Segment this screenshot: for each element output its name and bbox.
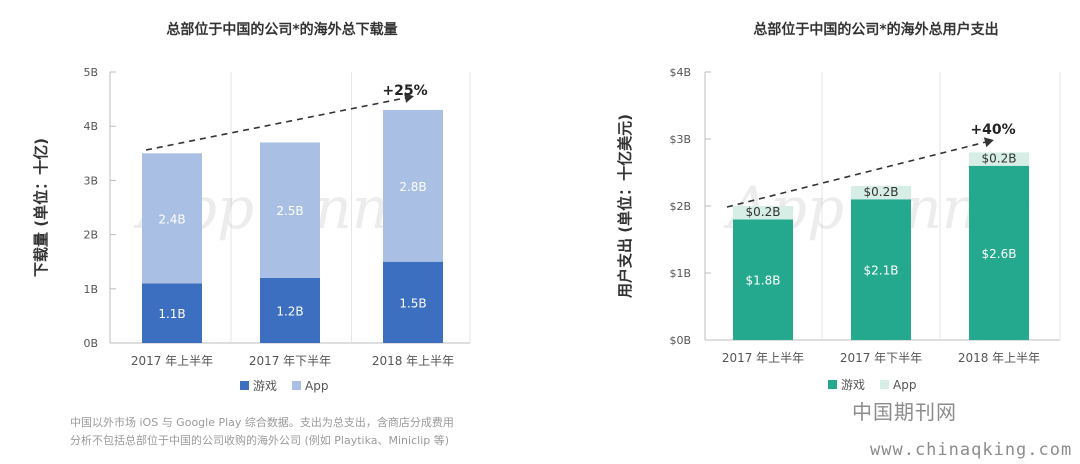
dl-bar-games	[260, 277, 320, 343]
dl-data-label-games: 1.5B	[399, 296, 426, 310]
footnote-line-2: 分析不包括总部位于中国的公司收购的海外公司 (例如 Playtika、Minic…	[70, 434, 450, 447]
dl-growth-arrow-head	[404, 93, 414, 103]
dl-x-tick-label: 2017 年下半年	[249, 354, 331, 368]
sp-legend-swatch-games	[828, 380, 837, 389]
sp-growth-arrow-head	[983, 137, 994, 148]
sp-y-tick-label: $4B	[669, 66, 691, 79]
sp-bar-app	[733, 206, 793, 220]
sp-growth-label: +40%	[970, 122, 1015, 138]
dl-chart-title: 总部位于中国的公司*的海外总下载量	[166, 21, 397, 38]
sp-data-label-games: $2.1B	[864, 264, 899, 278]
sp-y-tick-label: $3B	[669, 133, 691, 146]
dl-growth-label: +25%	[382, 83, 427, 99]
sp-x-tick-label: 2017 年下半年	[840, 351, 922, 365]
dl-legend-swatch-app	[292, 381, 301, 390]
dl-y-tick-label: 2B	[83, 229, 98, 242]
sp-x-tick-label: 2017 年上半年	[722, 351, 804, 365]
sp-data-label-games: $2.6B	[982, 247, 1017, 261]
dl-y-tick-label: 1B	[83, 283, 98, 296]
dl-bar-app	[383, 109, 443, 262]
sp-data-label-app: $0.2B	[864, 185, 899, 199]
dl-data-label-games: 1.2B	[276, 304, 303, 318]
dl-y-tick-label: 3B	[83, 174, 98, 187]
dl-growth-arrow	[145, 96, 411, 151]
sp-legend-label-games: 游戏	[841, 378, 865, 392]
sp-y-axis-label: 用户支出 (单位：十亿美元)	[616, 114, 634, 298]
sp-data-label-app: $0.2B	[982, 151, 1017, 165]
sp-legend-swatch-app	[880, 380, 889, 389]
dl-y-tick-label: 5B	[83, 66, 98, 79]
dl-x-tick-label: 2018 年上半年	[372, 354, 454, 368]
sp-legend-label-app: App	[893, 378, 916, 392]
site-watermark-url: www.chinaqking.com	[870, 440, 1073, 460]
dl-bar-games	[383, 261, 443, 343]
sp-x-tick-label: 2018 年上半年	[958, 351, 1040, 365]
dl-x-tick-label: 2017 年上半年	[131, 354, 213, 368]
dl-data-label-games: 1.1B	[158, 307, 185, 321]
dl-bar-games	[142, 283, 202, 343]
dl-data-label-app: 2.4B	[158, 212, 185, 226]
dl-y-tick-label: 4B	[83, 120, 98, 133]
sp-growth-arrow	[726, 140, 991, 208]
sp-chart-title: 总部位于中国的公司*的海外总用户支出	[753, 21, 998, 38]
dl-data-label-app: 2.5B	[276, 204, 303, 218]
dl-y-tick-label: 0B	[83, 337, 98, 350]
dl-legend-swatch-games	[240, 381, 249, 390]
dl-y-axis-label: 下载量 (单位：十亿)	[32, 138, 50, 277]
sp-y-tick-label: $0B	[669, 334, 691, 347]
site-watermark-name: 中国期刊网	[852, 400, 957, 424]
sp-data-label-app: $0.2B	[746, 205, 781, 219]
sp-bar-games	[851, 199, 911, 340]
dl-bar-app	[142, 153, 202, 284]
footnote-line-1: 中国以外市场 iOS 与 Google Play 综合数据。支出为总支出，含商店…	[70, 416, 454, 429]
sp-data-label-games: $1.8B	[746, 274, 781, 288]
sp-bar-app	[851, 185, 911, 200]
sp-bar-games	[733, 219, 793, 340]
sp-bar-games	[969, 165, 1029, 340]
dl-legend-label-app: App	[305, 379, 328, 393]
sp-bar-app	[969, 152, 1029, 166]
dl-legend-label-games: 游戏	[253, 379, 277, 393]
sp-y-tick-label: $1B	[669, 267, 691, 280]
sp-y-tick-label: $2B	[669, 200, 691, 213]
dl-data-label-app: 2.8B	[399, 180, 426, 194]
dl-bar-app	[260, 142, 320, 278]
